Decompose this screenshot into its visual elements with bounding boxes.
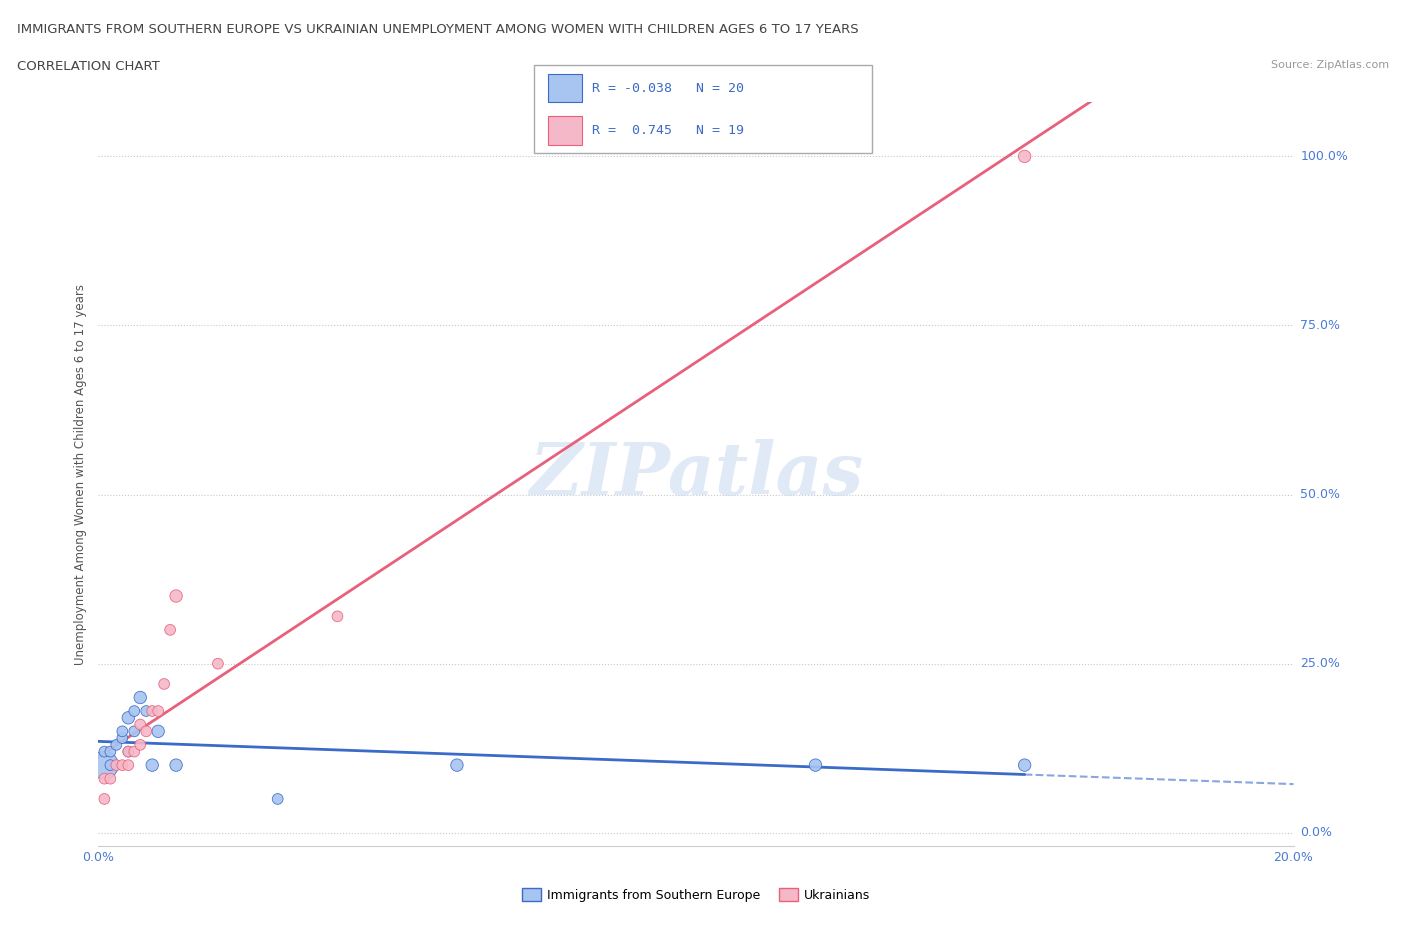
Point	[159, 622, 181, 637]
Legend: Immigrants from Southern Europe, Ukrainians: Immigrants from Southern Europe, Ukraini…	[517, 884, 875, 907]
Point	[267, 791, 290, 806]
Point	[93, 771, 115, 786]
Point	[117, 711, 139, 725]
Point	[117, 758, 139, 773]
Point	[124, 744, 146, 759]
Point	[111, 731, 134, 746]
Point	[165, 758, 187, 773]
Point	[129, 690, 152, 705]
Text: 50.0%: 50.0%	[1301, 488, 1340, 501]
Point	[98, 771, 122, 786]
Text: 75.0%: 75.0%	[1301, 319, 1340, 332]
Point	[141, 758, 163, 773]
Point	[326, 609, 349, 624]
Point	[111, 758, 134, 773]
Point	[1014, 149, 1036, 164]
Point	[105, 737, 128, 752]
Point	[98, 744, 122, 759]
Point	[804, 758, 827, 773]
FancyBboxPatch shape	[534, 65, 872, 153]
Point	[129, 717, 152, 732]
Point	[141, 704, 163, 719]
Point	[93, 744, 115, 759]
Text: ZIPatlas: ZIPatlas	[529, 439, 863, 510]
Point	[117, 744, 139, 759]
Point	[93, 758, 115, 773]
Point	[124, 724, 146, 738]
Point	[135, 704, 157, 719]
Point	[148, 724, 170, 738]
Point	[129, 737, 152, 752]
Point	[148, 704, 170, 719]
Bar	[548, 116, 582, 145]
Text: 100.0%: 100.0%	[1301, 150, 1348, 163]
Point	[135, 724, 157, 738]
Point	[153, 676, 176, 691]
Y-axis label: Unemployment Among Women with Children Ages 6 to 17 years: Unemployment Among Women with Children A…	[73, 284, 87, 665]
Text: CORRELATION CHART: CORRELATION CHART	[17, 60, 160, 73]
Text: R = -0.038   N = 20: R = -0.038 N = 20	[592, 82, 744, 95]
Point	[98, 758, 122, 773]
Text: 25.0%: 25.0%	[1301, 658, 1340, 671]
Point	[111, 724, 134, 738]
Point	[117, 744, 139, 759]
Point	[105, 758, 128, 773]
Text: R =  0.745   N = 19: R = 0.745 N = 19	[592, 124, 744, 137]
Point	[93, 791, 115, 806]
Text: Source: ZipAtlas.com: Source: ZipAtlas.com	[1271, 60, 1389, 71]
Point	[207, 657, 229, 671]
Text: IMMIGRANTS FROM SOUTHERN EUROPE VS UKRAINIAN UNEMPLOYMENT AMONG WOMEN WITH CHILD: IMMIGRANTS FROM SOUTHERN EUROPE VS UKRAI…	[17, 23, 859, 36]
Point	[124, 704, 146, 719]
Point	[1014, 758, 1036, 773]
Point	[165, 589, 187, 604]
Point	[446, 758, 468, 773]
Bar	[548, 74, 582, 102]
Text: 0.0%: 0.0%	[1301, 826, 1333, 839]
